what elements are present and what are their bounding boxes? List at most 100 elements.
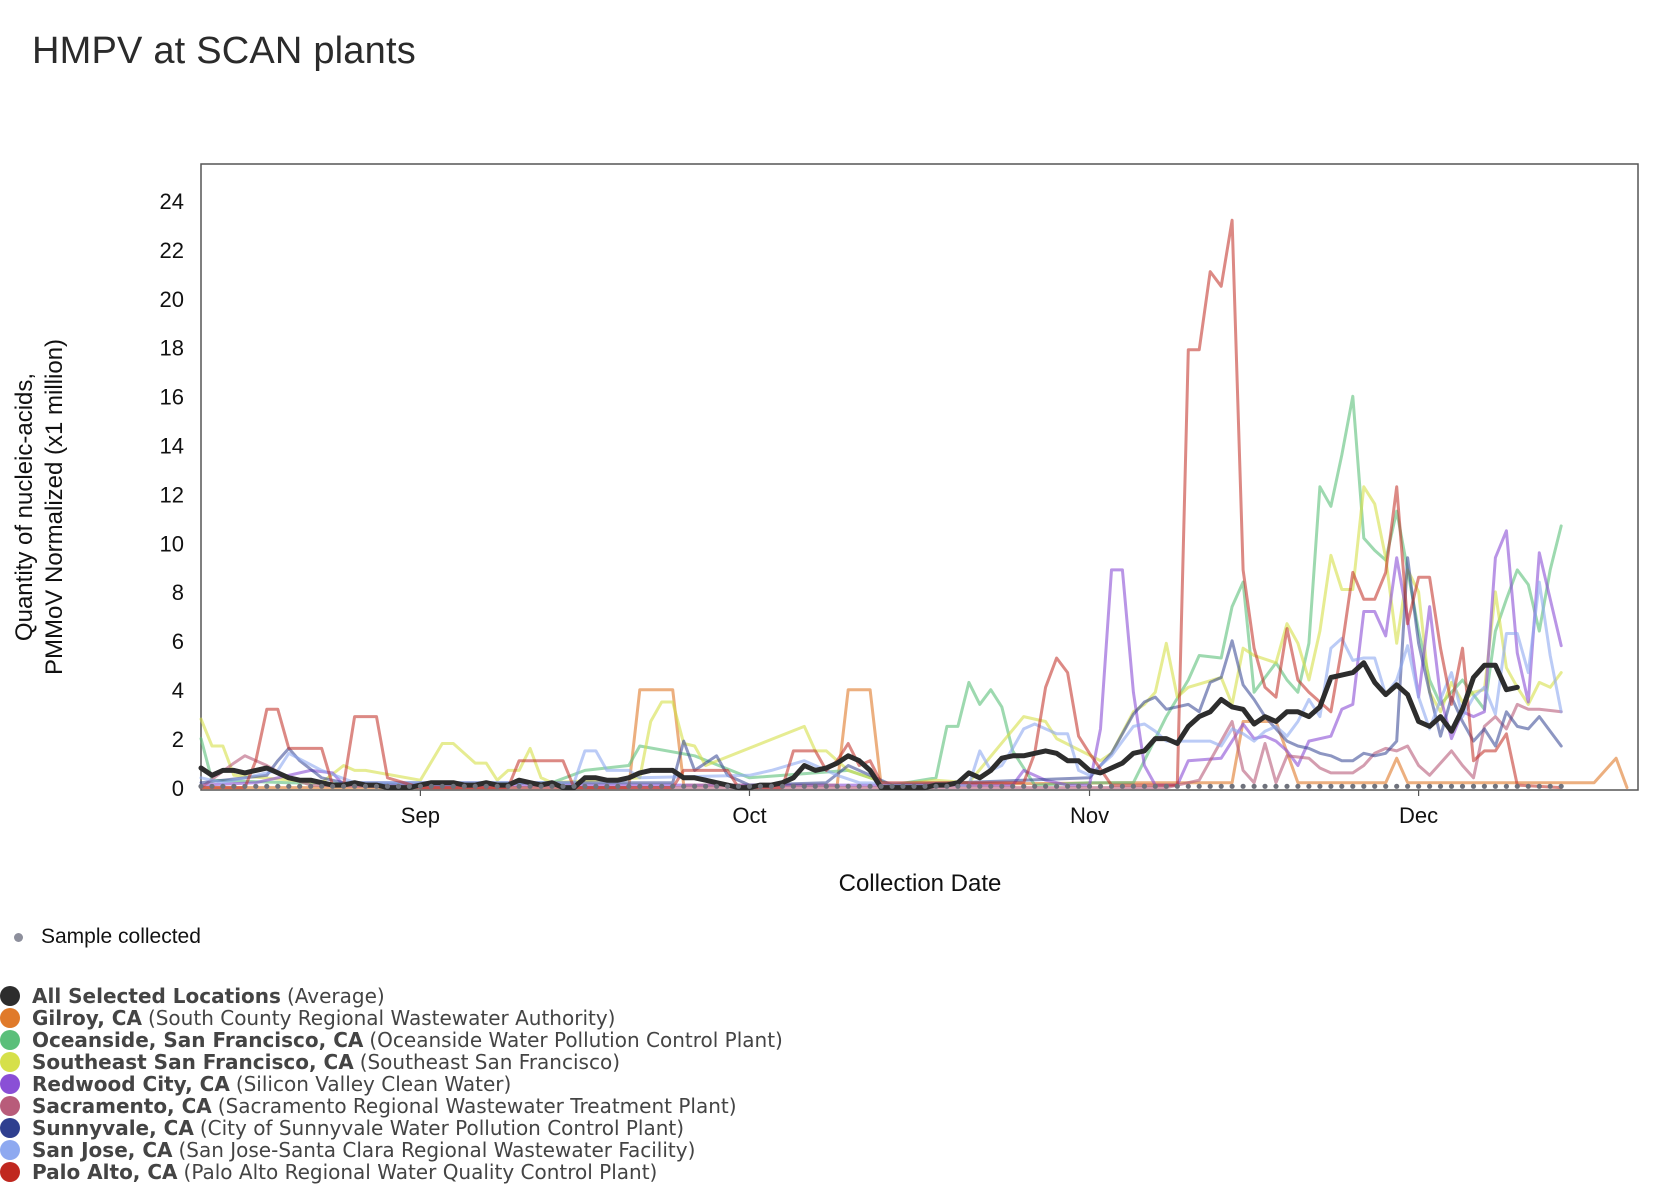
legend-item-description: (Southeast San Francisco): [359, 1050, 620, 1074]
sample-point: [1383, 783, 1389, 789]
y-axis-title-line: PMMoV Normalized (x1 million): [41, 339, 68, 675]
sample-point: [922, 783, 928, 789]
sample-point: [1306, 783, 1312, 789]
legend-swatch-icon: [0, 1030, 20, 1050]
x-axis: Sep Oct Nov Dec: [401, 790, 1438, 828]
y-tick-label: 8: [172, 580, 184, 605]
sample-point: [417, 783, 423, 789]
x-tick-label: Sep: [401, 803, 440, 828]
sample-point: [823, 783, 829, 789]
legend-item[interactable]: Redwood City, CA (Silicon Valley Clean Wa…: [0, 1072, 511, 1096]
sample-point: [319, 783, 325, 789]
sample-point: [637, 783, 643, 789]
y-tick-label: 14: [160, 433, 184, 458]
sample-point: [999, 783, 1005, 789]
legend-swatch-icon: [0, 986, 20, 1006]
legend-item-name: Southeast San Francisco, CA: [32, 1050, 354, 1074]
sample-point: [692, 783, 698, 789]
sample-point: [242, 783, 248, 789]
legend-swatch-icon: [0, 1118, 20, 1138]
sample-point: [231, 783, 237, 789]
sample-point: [878, 783, 884, 789]
sample-point: [681, 783, 687, 789]
sample-point: [395, 783, 402, 789]
y-tick-label: 12: [160, 482, 184, 507]
sample-point: [1273, 783, 1279, 789]
sample-point: [428, 783, 434, 789]
sample-point: [1262, 783, 1268, 789]
y-axis-title: Quantity of nucleic-acids, PMMoV Normaliz…: [11, 339, 68, 675]
sample-point: [1339, 783, 1345, 789]
sample-point: [1558, 783, 1564, 789]
sample-markers: [198, 783, 1564, 789]
sample-point: [714, 783, 720, 789]
sample-point: [1372, 783, 1378, 789]
series-line-oceanside[interactable]: [199, 394, 1563, 787]
sample-point: [373, 783, 380, 789]
sample-point: [626, 783, 632, 789]
legend-item[interactable]: Sunnyvale, CA (City of Sunnyvale Water Po…: [0, 1116, 684, 1140]
sample-point: [703, 783, 709, 789]
legend-sample-collected[interactable]: Sample collected: [10, 925, 201, 949]
sample-point: [812, 783, 818, 789]
sample-point: [1108, 783, 1115, 789]
sample-point: [1032, 783, 1038, 789]
sample-point: [571, 783, 577, 789]
sample-point: [1163, 783, 1169, 789]
legend-item-name: Palo Alto, CA: [32, 1160, 178, 1184]
sample-point: [1021, 783, 1027, 789]
legend-item-description: (Sacramento Regional Wastewater Treatmen…: [217, 1094, 737, 1118]
sample-point: [406, 783, 412, 789]
sample-point: [494, 783, 500, 789]
sample-point: [801, 783, 807, 789]
sample-point: [505, 783, 511, 789]
sample-point: [1295, 783, 1301, 789]
sample-point: [1065, 783, 1071, 789]
legend-item-name: Gilroy, CA: [32, 1006, 142, 1030]
sample-point: [1043, 783, 1049, 789]
sample-point: [538, 783, 544, 789]
sample-point: [889, 783, 895, 789]
sample-point: [911, 783, 917, 789]
sample-point: [790, 783, 797, 789]
sample-point: [384, 783, 391, 789]
y-tick-label: 24: [160, 189, 184, 214]
sample-point: [1459, 783, 1466, 789]
series-line-sacramento[interactable]: [199, 702, 1563, 790]
legend-item[interactable]: All Selected Locations (Average): [0, 984, 385, 1008]
sample-point: [1130, 783, 1136, 789]
sample-point: [1086, 783, 1093, 789]
y-tick-label: 16: [160, 385, 184, 410]
sample-point: [1141, 783, 1147, 789]
sample-point: [757, 783, 764, 789]
legend-item[interactable]: Sacramento, CA (Sacramento Regional Waste…: [0, 1094, 737, 1118]
sample-point: [1437, 783, 1444, 789]
sample-point: [483, 783, 489, 789]
sample-point: [209, 783, 215, 789]
sample-point: [516, 783, 522, 789]
sample-point: [450, 783, 456, 789]
sample-point: [1503, 783, 1509, 789]
legend-item[interactable]: Oceanside, San Francisco, CA (Oceanside W…: [0, 1028, 783, 1052]
sample-point: [1317, 783, 1323, 789]
sample-point: [1207, 783, 1213, 789]
x-tick-label: Oct: [732, 803, 766, 828]
legend-swatch-icon: [0, 1052, 20, 1072]
sample-point: [1481, 783, 1487, 789]
sample-point: [1514, 783, 1520, 789]
sample-point: [724, 783, 731, 789]
legend-item[interactable]: Gilroy, CA (South County Regional Wastewa…: [0, 1006, 615, 1030]
sample-point: [845, 783, 851, 789]
sample-point: [1405, 783, 1411, 789]
y-tick-label: 20: [160, 287, 184, 312]
sample-point: [560, 783, 566, 789]
sample-point: [527, 783, 533, 789]
sample-point: [1284, 783, 1290, 789]
legend-item[interactable]: Palo Alto, CA (Palo Alto Regional Water Q…: [0, 1160, 657, 1184]
legend-item[interactable]: Southeast San Francisco, CA (Southeast Sa…: [0, 1050, 620, 1074]
series-line-sunnyvale[interactable]: [199, 556, 1563, 787]
legend-item[interactable]: San Jose, CA (San Jose-Santa Clara Region…: [0, 1138, 695, 1162]
sample-point: [977, 783, 983, 789]
